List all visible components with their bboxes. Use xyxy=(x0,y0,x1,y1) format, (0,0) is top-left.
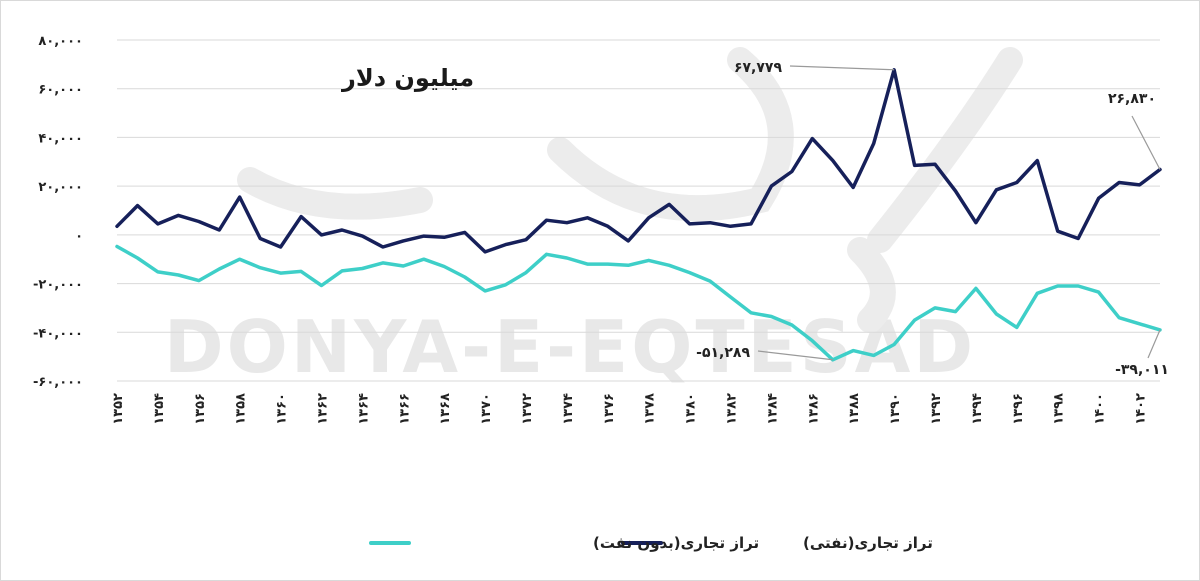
x-tick-label: ۱۳۶۰ xyxy=(275,393,290,425)
x-tick-label: ۱۳۶۴ xyxy=(356,393,371,425)
y-axis-ticks: ۸۰,۰۰۰ ۶۰,۰۰۰ ۴۰,۰۰۰ ۲۰,۰۰۰ ۰ -۲۰,۰۰۰ -۴۰,۰۰۰ -… xyxy=(33,34,83,390)
x-tick-label: ۱۳۸۴ xyxy=(765,393,780,425)
x-tick-label: ۱۳۵۶ xyxy=(193,393,208,425)
x-tick-label: ۱۳۶۸ xyxy=(438,393,453,425)
x-tick-label: ۱۳۵۴ xyxy=(152,393,167,425)
y-tick-label: ۶۰,۰۰۰ xyxy=(38,83,83,98)
annotation-label: ۶۷,۷۷۹ xyxy=(734,60,782,76)
series-line-oil xyxy=(115,68,1162,254)
y-tick-label: -۲۰,۰۰۰ xyxy=(33,278,83,293)
x-tick-label: ۱۳۸۰ xyxy=(684,393,699,425)
legend-label-non-oil: تراز تجاری(بدون نفت) xyxy=(593,534,759,552)
annotation-label: -۳۹,۰۱۱ xyxy=(1115,362,1169,378)
unit-label: میلیون دلار xyxy=(341,64,474,92)
annotation-leader xyxy=(789,65,895,71)
x-tick-label: ۱۳۵۲ xyxy=(111,393,126,425)
y-tick-label: ۸۰,۰۰۰ xyxy=(38,34,83,49)
x-tick-label: ۱۳۷۲ xyxy=(520,393,535,425)
x-tick-label: ۱۳۸۶ xyxy=(806,393,821,425)
x-tick-label: ۱۳۶۲ xyxy=(316,393,331,425)
watermark: DONYA-E-EQTESAD xyxy=(164,47,1023,389)
x-tick-label: ۱۳۷۸ xyxy=(643,393,658,425)
x-tick-label: ۱۳۹۸ xyxy=(1052,393,1067,425)
y-tick-label: ۲۰,۰۰۰ xyxy=(38,180,83,195)
y-tick-label: -۴۰,۰۰۰ xyxy=(33,326,83,341)
x-tick-label: ۱۳۹۴ xyxy=(970,393,985,425)
series-line-non-oil xyxy=(115,244,1162,362)
x-tick-label: ۱۴۰۰ xyxy=(1093,393,1108,425)
annotation-leader xyxy=(1131,115,1161,170)
x-tick-label: ۱۳۸۸ xyxy=(847,393,862,425)
annotation-leader xyxy=(757,350,833,361)
x-tick-label: ۱۴۰۲ xyxy=(1134,393,1149,425)
legend-label-oil: تراز تجاری(نفتی) xyxy=(803,534,933,552)
series-lines xyxy=(115,68,1162,362)
x-tick-label: ۱۳۸۲ xyxy=(725,393,740,425)
x-axis-ticks: ۱۳۵۲ ۱۳۵۴ ۱۳۵۶ ۱۳۵۸ ۱۳۶۰ ۱۳۶۲ ۱۳۶۴ ۱۳۶۶ ۱۳۶۸ ۱۳۷۰… xyxy=(111,393,1149,425)
legend: تراز تجاری(نفتی) تراز تجاری(بدون نفت) xyxy=(369,534,933,552)
annotation-leader xyxy=(1147,329,1161,359)
x-tick-label: ۱۳۹۶ xyxy=(1011,393,1026,425)
x-tick-label: ۱۳۷۶ xyxy=(602,393,617,425)
watermark-text: DONYA-E-EQTESAD xyxy=(164,305,976,389)
data-annotations: ۶۷,۷۷۹ ۲۶,۸۳۰ -۵۱,۲۸۹ -۳۹,۰۱۱ xyxy=(696,60,1169,378)
annotation-label: ۲۶,۸۳۰ xyxy=(1108,91,1156,107)
x-tick-label: ۱۳۷۴ xyxy=(561,393,576,425)
y-tick-label: -۶۰,۰۰۰ xyxy=(33,375,83,390)
watermark-logo xyxy=(237,47,1023,333)
y-tick-label: ۰ xyxy=(75,229,83,244)
annotation-label: -۵۱,۲۸۹ xyxy=(696,345,750,361)
x-tick-label: ۱۳۹۲ xyxy=(929,393,944,425)
x-tick-label: ۱۳۶۶ xyxy=(397,393,412,425)
x-tick-label: ۱۳۷۰ xyxy=(479,393,494,425)
x-tick-label: ۱۳۵۸ xyxy=(234,393,249,425)
y-tick-label: ۴۰,۰۰۰ xyxy=(38,131,83,146)
x-tick-label: ۱۳۹۰ xyxy=(888,393,903,425)
